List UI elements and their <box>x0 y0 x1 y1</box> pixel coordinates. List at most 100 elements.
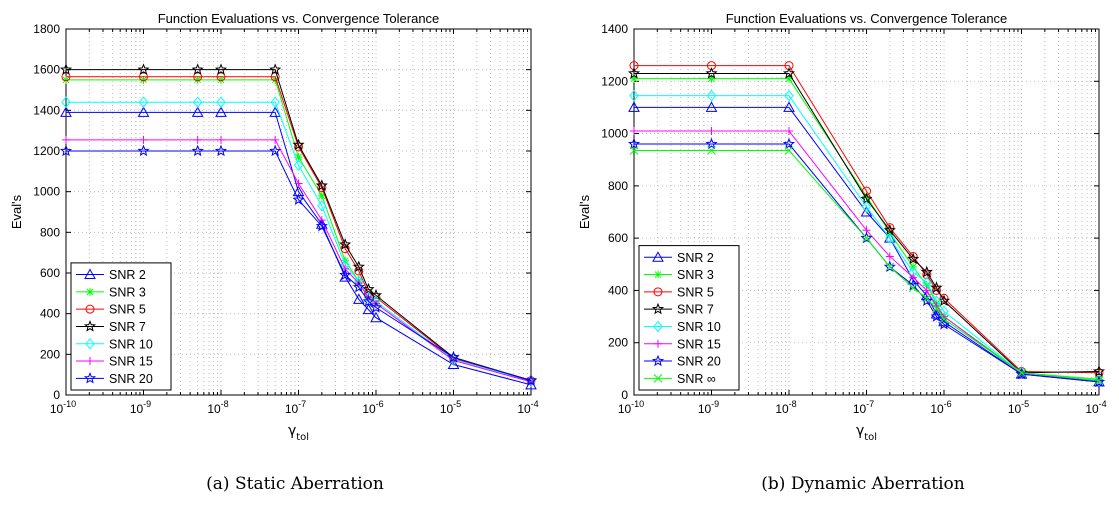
data-point <box>862 233 871 243</box>
data-point <box>707 126 716 135</box>
data-point <box>216 72 226 82</box>
data-point <box>860 231 873 244</box>
data-point <box>352 260 365 273</box>
data-point <box>217 135 225 144</box>
x-tick-label: 10-4 <box>1085 399 1106 416</box>
legend-marker <box>653 287 663 297</box>
x-tick-label: 10-4 <box>517 399 538 416</box>
x-tick-label: 10-5 <box>1008 399 1029 416</box>
data-point <box>908 251 918 261</box>
data-point <box>707 146 716 155</box>
y-tick-label: 1000 <box>33 185 60 199</box>
data-point <box>785 126 793 135</box>
y-tick-label: 200 <box>40 347 60 361</box>
y-tick-label: 800 <box>608 179 628 193</box>
series-group <box>59 63 538 390</box>
legend-item: SNR 10 <box>644 320 721 334</box>
legend-marker <box>651 354 665 367</box>
y-tick-label: 1200 <box>601 74 628 88</box>
data-point <box>629 89 639 102</box>
legend-label: SNR 10 <box>109 337 153 351</box>
x-tick-label: 10-10 <box>50 399 76 416</box>
data-point <box>61 96 71 109</box>
data-point <box>62 135 70 144</box>
data-point <box>705 137 718 150</box>
data-point <box>317 183 327 193</box>
legend: SNR 2 SNR 3 SNR 5 SNR 7 SNR 10 SNR 15 SNR 20 <box>70 262 172 391</box>
legend-marker <box>654 339 662 348</box>
data-point <box>1094 376 1104 385</box>
data-point <box>627 137 641 150</box>
data-point <box>270 96 280 109</box>
y-axis-label: Eval's <box>9 194 24 229</box>
data-point <box>341 256 350 265</box>
data-point <box>630 126 638 135</box>
x-tick-label: 10-7 <box>285 399 306 416</box>
data-point <box>860 205 873 217</box>
data-point <box>269 106 282 117</box>
data-point <box>137 106 150 117</box>
caption-b: (b) Dynamic Aberration <box>761 474 965 494</box>
legend-label: SNR 3 <box>109 285 146 299</box>
data-point <box>362 282 375 295</box>
data-point <box>782 137 796 150</box>
chart-title: Function Evaluations vs. Convergence Tol… <box>726 11 1008 26</box>
data-point <box>139 72 148 82</box>
y-tick-label: 1400 <box>33 103 60 117</box>
legend-item: SNR 7 <box>76 320 146 334</box>
data-point <box>362 303 375 315</box>
y-axis-label: Eval's <box>577 194 592 229</box>
legend-item: SNR 3 <box>644 268 714 282</box>
legend-item: SNR 15 <box>76 355 153 369</box>
series-line-snr-5 <box>634 65 1100 374</box>
data-point <box>339 238 352 250</box>
x-tick-label: 10-8 <box>207 399 228 416</box>
y-tick-label: 400 <box>40 307 60 321</box>
legend-label: SNR 15 <box>109 355 153 369</box>
legend-item: SNR 20 <box>644 355 721 369</box>
legend-label: SNR 2 <box>109 268 146 282</box>
data-point <box>932 304 941 314</box>
data-point <box>1094 374 1104 387</box>
x-tick-label: 10-6 <box>930 399 951 416</box>
grid <box>66 29 531 395</box>
data-point <box>939 293 949 303</box>
data-point <box>784 89 794 102</box>
data-point <box>627 67 641 79</box>
data-point <box>293 159 304 172</box>
data-point <box>862 192 871 201</box>
legend-label: SNR 7 <box>109 320 146 334</box>
data-point <box>137 63 150 75</box>
legend-box <box>638 245 740 391</box>
legend-item: SNR 20 <box>76 372 153 386</box>
legend-marker <box>653 320 663 333</box>
y-tick-label: 800 <box>40 225 60 239</box>
data-point <box>315 219 328 232</box>
y-tick-label: 400 <box>608 283 628 297</box>
data-point <box>784 146 794 155</box>
data-point <box>883 260 896 273</box>
x-tick-label: 10-6 <box>362 399 383 416</box>
x-axis-label: γtol <box>856 423 877 443</box>
data-point <box>1015 367 1028 380</box>
data-point <box>447 351 460 363</box>
y-tick-label: 0 <box>53 388 60 402</box>
legend-marker <box>653 373 663 383</box>
y-tick-label: 1400 <box>601 22 628 36</box>
y-tick-label: 600 <box>608 231 628 245</box>
data-point <box>193 75 202 84</box>
data-point <box>922 293 932 303</box>
data-point <box>629 146 639 155</box>
series-line-snr-2 <box>66 111 532 386</box>
data-point <box>362 295 375 307</box>
data-point <box>139 75 148 84</box>
data-point <box>920 265 933 278</box>
data-point <box>217 75 225 84</box>
chart-static-aberration: 0 200 400 600 800 1000 1200 1400 1600 1800 10-10 10… <box>9 11 539 443</box>
data-point <box>193 72 203 82</box>
data-point <box>885 223 895 233</box>
data-point <box>707 74 716 83</box>
data-point <box>706 89 717 102</box>
data-point <box>705 101 718 112</box>
